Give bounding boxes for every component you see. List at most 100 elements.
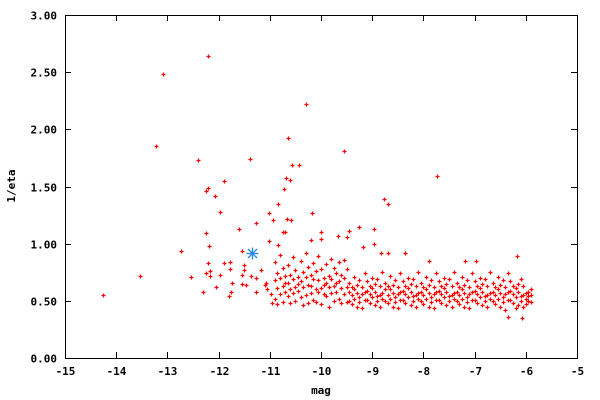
data-point [284, 176, 289, 181]
data-point [345, 267, 350, 272]
data-point [357, 300, 362, 305]
data-point [473, 289, 478, 294]
data-point [249, 274, 254, 279]
data-point [511, 301, 516, 306]
data-point [278, 253, 283, 258]
data-point [432, 306, 437, 311]
data-points [101, 54, 534, 321]
data-point [480, 290, 485, 295]
data-point [237, 227, 242, 232]
x-tick-label: -9 [366, 365, 379, 378]
data-point [401, 298, 406, 303]
data-point [242, 268, 247, 273]
data-point [452, 291, 457, 296]
data-point [508, 289, 513, 294]
data-point [379, 251, 384, 256]
data-point [483, 277, 488, 282]
data-point [398, 271, 403, 276]
data-point [310, 211, 315, 216]
data-point [424, 275, 429, 280]
data-point [214, 285, 219, 290]
data-point [281, 300, 286, 305]
y-tick-label: 2.50 [31, 67, 58, 80]
data-point [368, 301, 373, 306]
data-point [403, 292, 408, 297]
data-point [416, 297, 421, 302]
data-point [345, 235, 350, 240]
data-point [375, 277, 380, 282]
data-point [299, 279, 304, 284]
data-point [360, 306, 365, 311]
data-point [470, 271, 475, 276]
data-point [372, 227, 377, 232]
data-point [339, 286, 344, 291]
data-point [450, 293, 455, 298]
data-point [228, 260, 233, 265]
data-point [288, 273, 293, 278]
data-point [301, 303, 306, 308]
data-point [368, 292, 373, 297]
data-point [319, 230, 324, 235]
data-point [506, 271, 511, 276]
data-point [311, 261, 316, 266]
data-point [347, 299, 352, 304]
data-point [296, 275, 301, 280]
data-point [306, 265, 311, 270]
data-point [273, 278, 278, 283]
data-point [516, 282, 521, 287]
data-point [529, 293, 534, 298]
y-tick-label: 2.00 [31, 124, 58, 137]
data-point [491, 290, 496, 295]
data-point [352, 275, 357, 280]
data-point [304, 102, 309, 107]
data-point [273, 260, 278, 265]
data-point [462, 305, 467, 310]
data-point [398, 290, 403, 295]
data-point [485, 284, 490, 289]
data-point [429, 278, 434, 283]
data-point [311, 277, 316, 282]
data-point [526, 290, 531, 295]
data-point [409, 303, 414, 308]
data-point [342, 292, 347, 297]
data-point [465, 300, 470, 305]
data-point [432, 292, 437, 297]
data-point [267, 211, 272, 216]
data-point [267, 239, 272, 244]
data-point [439, 292, 444, 297]
data-point [508, 298, 513, 303]
data-point [383, 287, 388, 292]
data-point [204, 271, 209, 276]
data-point [227, 294, 232, 299]
data-point [473, 298, 478, 303]
data-point [327, 274, 332, 279]
data-point [309, 291, 314, 296]
data-point [480, 303, 485, 308]
y-tick-label: 1.50 [31, 182, 58, 195]
data-point [339, 301, 344, 306]
data-point [283, 290, 288, 295]
data-point [355, 291, 360, 296]
data-point [347, 229, 352, 234]
data-point [515, 254, 520, 259]
data-point [240, 249, 245, 254]
data-point [339, 273, 344, 278]
data-point [204, 189, 209, 194]
data-point [416, 291, 421, 296]
data-point [361, 245, 366, 250]
data-point [511, 284, 516, 289]
data-point [406, 276, 411, 281]
data-point [357, 225, 362, 230]
data-point [401, 289, 406, 294]
data-point [350, 285, 355, 290]
data-point [316, 278, 321, 283]
data-point [524, 302, 529, 307]
data-point [240, 282, 245, 287]
data-point [488, 297, 493, 302]
data-point [373, 303, 378, 308]
data-point [378, 284, 383, 289]
data-point [496, 297, 501, 302]
data-point [324, 294, 329, 299]
data-point [283, 274, 288, 279]
